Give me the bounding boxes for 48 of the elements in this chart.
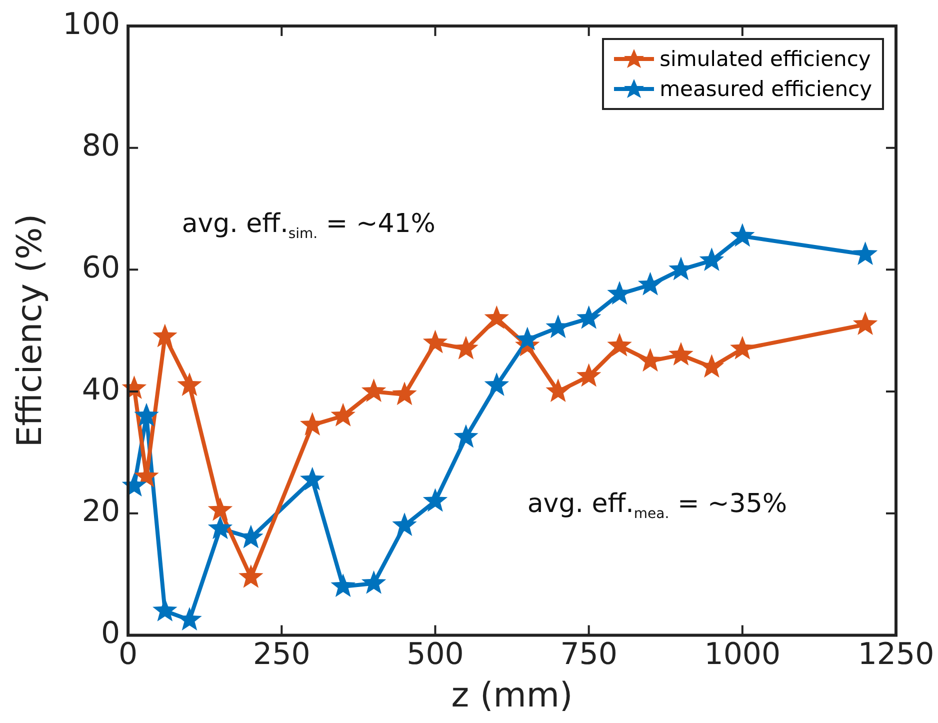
x-tick-label: 750 [560, 636, 618, 672]
point [730, 223, 755, 247]
point [852, 241, 878, 265]
point [361, 378, 386, 402]
point [361, 570, 386, 594]
point [852, 312, 878, 336]
point [330, 573, 356, 597]
point [238, 564, 264, 588]
x-tick-label: 500 [406, 636, 464, 672]
point [422, 488, 448, 512]
point [638, 348, 663, 372]
point [730, 336, 755, 360]
point [330, 402, 356, 426]
point [134, 402, 159, 426]
point [152, 324, 178, 348]
point [208, 516, 233, 540]
point [668, 342, 694, 366]
point [546, 378, 570, 402]
point [699, 248, 724, 272]
point [638, 272, 663, 296]
point [484, 372, 510, 396]
point [177, 372, 202, 396]
point [454, 424, 478, 448]
y-tick-label: 100 [62, 6, 120, 42]
point [152, 598, 178, 622]
point [484, 305, 510, 329]
y-tick-label: 40 [82, 372, 120, 408]
y-axis-title: Efficiency (%) [10, 214, 50, 448]
legend-label: measured efficiency [660, 76, 872, 103]
y-tick-label: 20 [82, 494, 120, 530]
point [576, 305, 602, 329]
x-axis-title: z (mm) [451, 675, 573, 716]
x-tick-label: 1250 [858, 636, 934, 672]
point [392, 512, 417, 536]
point [300, 466, 325, 490]
point [576, 363, 602, 387]
point [208, 497, 233, 521]
x-tick-label: 1000 [704, 636, 781, 672]
x-tick-label: 250 [253, 636, 310, 672]
y-tick-label: 60 [82, 250, 120, 286]
point [454, 336, 478, 360]
point [422, 330, 448, 354]
point [392, 382, 417, 406]
annotation: avg. eff.$_{sim.}$ = ~41% [182, 208, 436, 242]
annotation: avg. eff.$_{mea.}$ = ~35% [527, 488, 788, 522]
legend-label: simulated efficiency [660, 46, 871, 73]
point [607, 332, 632, 356]
y-tick-label: 80 [82, 128, 120, 164]
